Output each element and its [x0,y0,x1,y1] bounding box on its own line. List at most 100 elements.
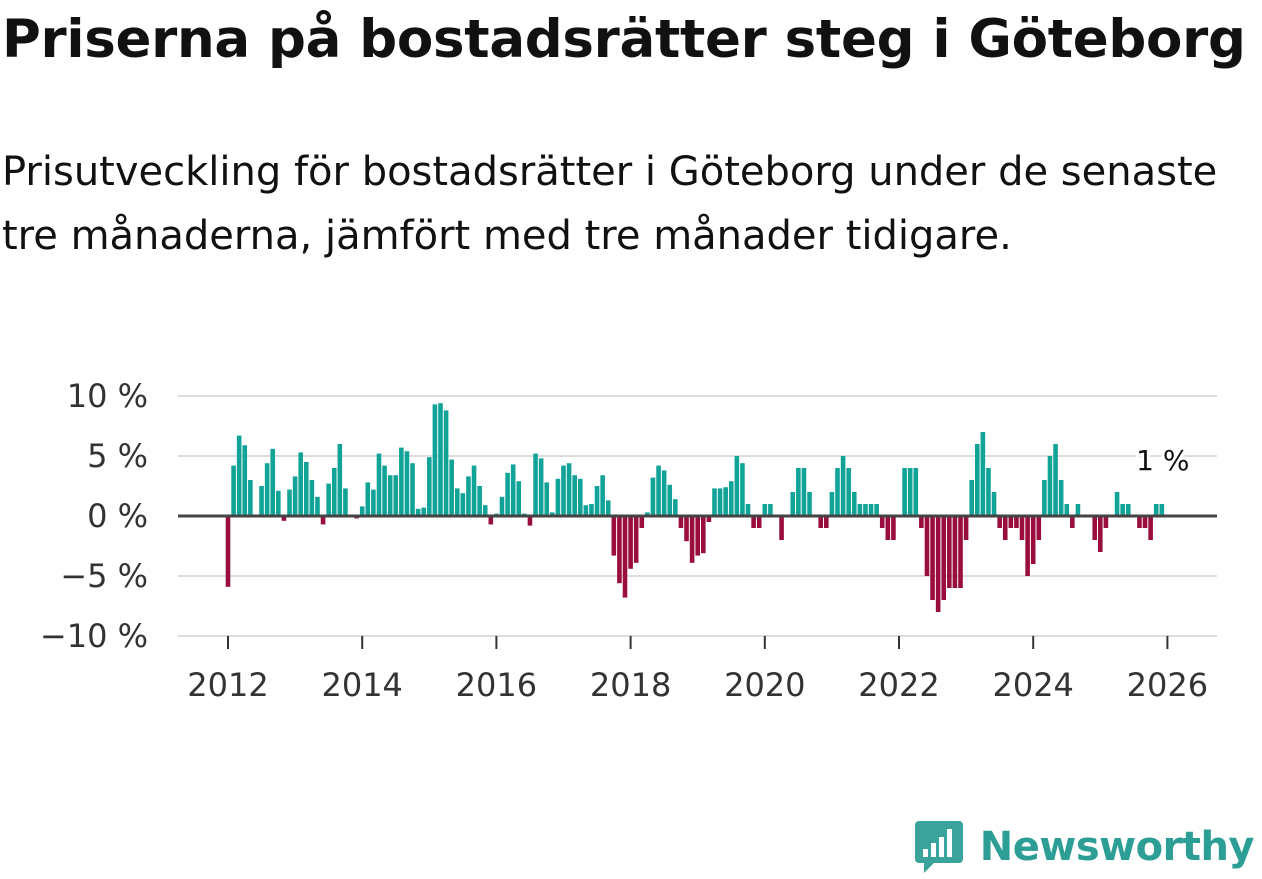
bar [359,506,365,516]
bar [343,488,348,516]
bar [835,468,840,516]
bar [1125,504,1131,516]
bar [365,482,371,516]
x-tick-label: 2020 [724,666,805,704]
bar [919,516,924,528]
bar [1014,516,1019,528]
annotations: 1 % [1133,441,1192,480]
bar [449,459,454,516]
bar [885,516,891,540]
bar [572,475,577,516]
chart-subtitle: Prisutveckling för bostadsrätter i Göteb… [2,149,1218,259]
bar [566,463,572,516]
bar [331,468,337,516]
bar [231,465,236,516]
bar [505,472,510,516]
bar-chart: 10 % 5 % 0 % −5 % −10 % 2012 2014 2016 2018 2020… [40,377,1217,704]
bar [1019,516,1025,540]
bar [1064,504,1070,516]
bar [1075,504,1081,516]
bar [706,516,712,522]
bar [723,487,728,516]
bar [516,481,522,516]
bar [320,516,326,525]
data-bars [225,403,1165,612]
bar [829,492,835,516]
bar [868,504,874,516]
bar [1025,516,1030,576]
bar [963,516,969,540]
bar [1030,516,1036,564]
grid-lines [178,395,1217,637]
bar [292,476,298,516]
bar [577,478,583,516]
x-tick-label: 2016 [456,666,537,704]
bar [236,435,242,516]
bar [684,516,689,542]
bar [399,447,404,516]
x-tick-label: 2012 [187,666,268,704]
bar [986,468,991,516]
bar [1153,504,1159,516]
bar [633,516,639,563]
bar [617,516,622,584]
bar [667,484,673,516]
bar [371,489,376,516]
bar [935,516,941,612]
bar [309,480,315,516]
bar [287,489,292,516]
bar [605,500,611,516]
bar [712,488,717,516]
bar [477,486,482,516]
x-tick-label: 2014 [321,666,402,704]
bar [1103,516,1109,528]
bar [863,504,868,516]
bar [762,504,768,516]
bar [393,475,399,516]
bar [824,516,829,528]
bar [454,488,460,516]
chart-title: Priserna på bostadsrätter steg i Götebor… [2,9,1246,70]
x-tick-label: 2026 [1127,666,1208,704]
bar [947,516,952,588]
bar [1098,516,1103,552]
bar [443,410,449,516]
brand-logo: Newsworthy [914,819,1255,875]
bar [734,456,740,516]
last-value-label: 1 % [1136,444,1189,477]
bar [298,452,303,516]
x-tick-label: 2024 [992,666,1073,704]
bar [460,493,466,516]
bar [768,504,773,516]
bar [488,516,494,525]
bar [1137,516,1142,528]
bar [678,516,684,528]
bar [315,496,320,516]
bar [259,486,264,516]
bar [1036,516,1042,540]
bar [225,516,231,587]
bar [1114,492,1120,516]
bar [1008,516,1014,528]
bar [913,468,919,516]
bar [1159,504,1165,516]
bar [281,516,287,521]
brand-name: Newsworthy [979,824,1255,870]
bar [387,475,393,516]
bar [745,504,751,516]
bar [728,481,734,516]
bar [550,512,555,516]
bar [482,505,488,516]
bar [790,492,796,516]
bar [902,468,907,516]
bar [628,516,633,569]
bar [807,492,812,516]
bar [1053,444,1058,516]
bar [404,451,410,516]
bar [997,516,1002,528]
bar [499,496,505,516]
bar [650,477,656,516]
bar [555,478,561,516]
bar [846,468,851,516]
bar [695,516,700,556]
